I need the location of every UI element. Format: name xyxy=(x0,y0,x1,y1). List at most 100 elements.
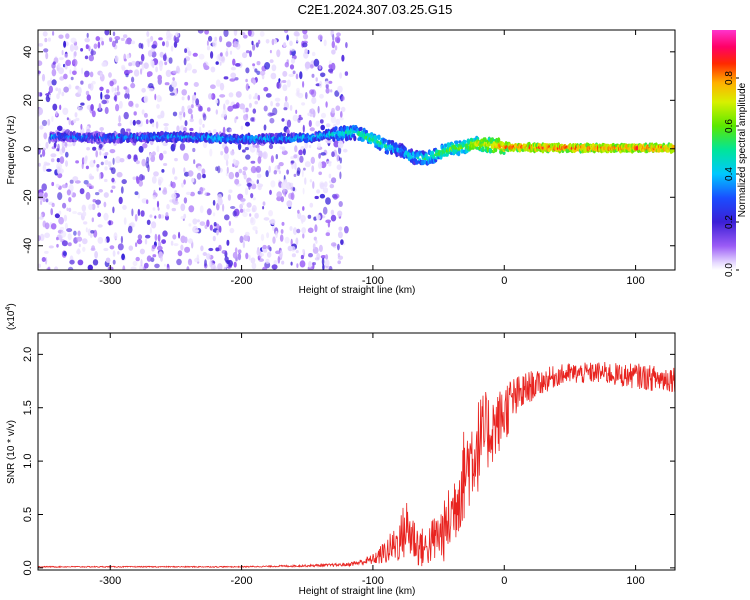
noise-speckle xyxy=(45,162,51,166)
noise-speckle xyxy=(302,81,305,88)
noise-speckle xyxy=(256,173,262,179)
noise-speckle xyxy=(340,111,343,118)
noise-speckle xyxy=(276,191,283,199)
noise-speckle xyxy=(336,32,341,37)
snr-series-line xyxy=(38,361,675,569)
noise-speckle xyxy=(130,82,136,89)
noise-speckle xyxy=(38,143,41,147)
noise-speckle xyxy=(132,176,137,180)
noise-speckle xyxy=(43,132,48,140)
noise-speckle xyxy=(68,207,72,212)
noise-speckle xyxy=(199,221,206,227)
noise-speckle xyxy=(158,214,162,219)
noise-speckle xyxy=(270,100,273,107)
noise-speckle xyxy=(137,208,141,217)
noise-speckle xyxy=(165,69,172,78)
noise-speckle xyxy=(163,123,169,127)
noise-speckle xyxy=(315,120,321,127)
noise-speckle xyxy=(120,186,124,194)
noise-speckle xyxy=(57,192,63,201)
noise-speckle xyxy=(127,225,133,234)
colorbar-tick-label: 0.8 xyxy=(724,71,735,85)
noise-speckle xyxy=(215,99,219,104)
noise-speckle xyxy=(59,226,65,231)
noise-speckle xyxy=(259,31,265,37)
noise-speckle xyxy=(99,127,104,131)
noise-speckle xyxy=(284,95,288,102)
noise-speckle xyxy=(198,126,202,134)
noise-speckle xyxy=(103,192,109,198)
noise-speckle xyxy=(340,239,344,246)
noise-speckle xyxy=(91,245,95,251)
noise-speckle xyxy=(181,96,185,101)
ridge-point xyxy=(383,138,387,142)
noise-speckle xyxy=(98,103,102,111)
noise-speckle xyxy=(153,171,159,177)
noise-speckle xyxy=(50,223,57,230)
noise-speckle xyxy=(108,161,112,168)
noise-speckle xyxy=(193,229,199,233)
noise-speckle xyxy=(206,219,210,227)
noise-speckle xyxy=(100,91,103,100)
noise-speckle xyxy=(268,165,271,173)
noise-speckle xyxy=(117,251,120,255)
noise-speckle xyxy=(69,259,75,265)
noise-speckle xyxy=(88,54,95,62)
noise-speckle xyxy=(286,79,291,88)
noise-speckle xyxy=(140,259,143,267)
noise-speckle xyxy=(56,93,60,100)
noise-speckle xyxy=(219,61,222,66)
noise-speckle xyxy=(315,239,318,244)
noise-speckle xyxy=(103,201,107,208)
noise-speckle xyxy=(141,175,145,180)
noise-speckle xyxy=(290,261,293,266)
noise-speckle xyxy=(237,249,242,254)
noise-speckle xyxy=(196,254,200,261)
noise-speckle xyxy=(229,78,236,82)
noise-speckle xyxy=(112,250,116,257)
noise-speckle xyxy=(50,208,53,216)
noise-speckle xyxy=(297,153,300,161)
noise-speckle xyxy=(301,169,304,178)
noise-speckle xyxy=(51,115,54,123)
x-tick-label: -300 xyxy=(99,575,121,587)
noise-speckle xyxy=(72,70,77,76)
noise-speckle xyxy=(85,44,89,50)
y-tick-label: 2.0 xyxy=(22,347,34,362)
noise-speckle xyxy=(77,248,81,255)
noise-speckle xyxy=(113,232,118,240)
noise-speckle xyxy=(337,243,340,251)
noise-speckle xyxy=(197,165,202,171)
noise-speckle xyxy=(80,48,84,52)
noise-speckle xyxy=(69,44,75,52)
noise-speckle xyxy=(192,147,196,153)
noise-speckle xyxy=(299,260,306,268)
noise-speckle xyxy=(151,151,156,156)
noise-speckle xyxy=(72,119,77,124)
noise-speckle xyxy=(270,155,274,164)
noise-speckle xyxy=(201,168,206,175)
noise-speckle xyxy=(199,105,203,112)
noise-speckle xyxy=(345,42,348,49)
noise-speckle xyxy=(97,212,102,217)
noise-speckle xyxy=(204,259,207,267)
noise-speckle xyxy=(331,151,335,158)
noise-speckle xyxy=(151,51,157,58)
noise-speckle xyxy=(264,62,271,70)
noise-speckle xyxy=(222,203,225,212)
noise-speckle xyxy=(269,189,272,195)
noise-speckle xyxy=(110,189,113,193)
noise-speckle xyxy=(186,63,192,71)
noise-speckle xyxy=(56,236,59,241)
noise-speckle xyxy=(155,121,159,129)
noise-speckle xyxy=(241,201,245,206)
noise-speckle xyxy=(172,234,177,240)
noise-speckle xyxy=(320,112,327,119)
noise-speckle xyxy=(277,164,281,170)
noise-speckle xyxy=(117,243,124,251)
noise-speckle xyxy=(212,235,216,242)
noise-speckle xyxy=(147,50,153,57)
noise-speckle xyxy=(151,244,157,249)
noise-speckle xyxy=(101,40,104,46)
x-tick-label: 0 xyxy=(501,275,507,287)
